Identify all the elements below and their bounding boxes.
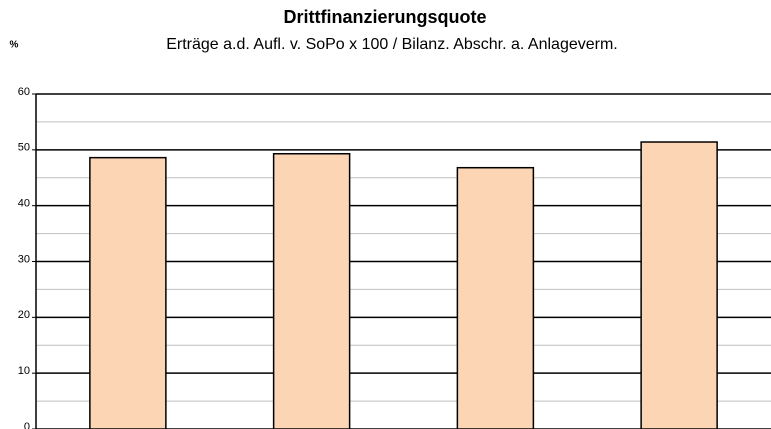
y-tick-label: 20	[18, 309, 30, 321]
y-tick-label: 0	[24, 421, 30, 429]
chart-title: Drittfinanzierungsquote	[284, 7, 487, 27]
bar	[272, 152, 351, 429]
bar	[640, 141, 718, 429]
y-tick-label: 50	[18, 142, 30, 154]
y-tick-label: 40	[18, 198, 30, 210]
y-tick-label: 60	[18, 86, 30, 98]
chart-subtitle: Erträge a.d. Aufl. v. SoPo x 100 / Bilan…	[166, 36, 618, 53]
y-tick-label: 10	[18, 365, 30, 377]
y-axis-label: %	[10, 40, 19, 51]
bar	[89, 156, 167, 429]
y-tick-label: 30	[18, 253, 30, 265]
bar	[456, 166, 535, 429]
